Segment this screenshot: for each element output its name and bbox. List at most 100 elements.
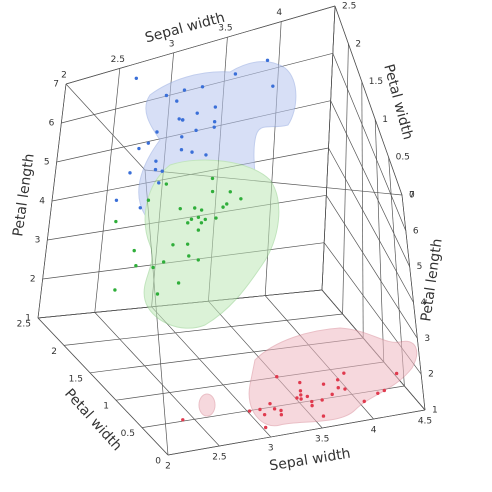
grid-line <box>401 194 426 411</box>
x-tick-label: 4 <box>371 426 377 436</box>
point <box>114 198 119 203</box>
point <box>185 242 190 246</box>
points-layer <box>113 58 399 430</box>
z-tick-label: 0.5 <box>121 429 135 439</box>
grid-line <box>361 81 364 339</box>
point <box>263 425 268 430</box>
point <box>330 392 334 397</box>
point <box>204 153 208 157</box>
point <box>268 401 272 406</box>
point <box>298 389 303 393</box>
x-tick-label: 2.5 <box>111 55 125 65</box>
grid-line <box>330 100 410 267</box>
point <box>336 386 340 390</box>
x-tick-label: 3.5 <box>218 24 232 34</box>
axis-title: Petal length <box>10 152 37 237</box>
point <box>305 394 310 399</box>
point <box>128 171 132 175</box>
point <box>320 398 324 402</box>
point <box>298 380 302 385</box>
y-tick-label: 3 <box>424 334 430 344</box>
grid-line <box>94 312 220 447</box>
point <box>153 167 158 172</box>
z-tick-label: 0.5 <box>396 153 410 163</box>
point <box>181 418 185 422</box>
point <box>203 217 207 222</box>
point <box>137 146 141 151</box>
y-tick-label: 6 <box>49 119 55 129</box>
x-tick-label: 2.5 <box>212 453 226 463</box>
grid-line <box>328 147 414 303</box>
z-tick-label: 1 <box>382 115 388 125</box>
point <box>310 403 314 408</box>
x-tick-label: 2 <box>165 462 171 472</box>
point <box>228 190 232 194</box>
point <box>247 409 252 413</box>
point <box>214 216 218 220</box>
x-tick-label: 4.5 <box>418 417 432 427</box>
point <box>195 111 199 115</box>
z-tick-label: 1.5 <box>369 77 383 87</box>
point <box>200 85 205 89</box>
y-tick-label: 5 <box>417 262 423 272</box>
point <box>154 159 158 163</box>
axis-title: Petal width <box>380 62 416 141</box>
grid-line <box>326 195 418 339</box>
point <box>279 412 284 417</box>
point <box>178 206 182 211</box>
point <box>171 243 175 247</box>
point <box>189 217 194 221</box>
point <box>190 150 194 154</box>
z-tick-label: 2 <box>51 347 57 357</box>
x-tick-label: 3 <box>169 39 175 49</box>
point <box>187 254 191 258</box>
point <box>160 169 164 173</box>
point <box>362 399 366 404</box>
z-tick-label: 1.5 <box>69 374 83 384</box>
point <box>213 105 218 109</box>
point <box>151 265 155 270</box>
grid-line <box>65 5 336 85</box>
point <box>113 288 117 292</box>
point <box>299 393 303 397</box>
y-tick-label: 4 <box>39 197 45 207</box>
x-tick-label: 2 <box>61 71 67 81</box>
axis-title: Sepal width <box>268 446 351 475</box>
point <box>239 197 243 201</box>
point <box>225 202 229 206</box>
axis-title: Petal width <box>61 386 125 454</box>
point <box>310 399 314 404</box>
point <box>258 407 262 412</box>
point <box>180 135 184 139</box>
surface-red-small <box>198 393 216 417</box>
surface-green <box>143 159 280 329</box>
point <box>155 292 160 296</box>
point <box>343 387 347 391</box>
grid-line <box>332 53 407 231</box>
grid-line <box>374 119 385 363</box>
y-tick-label: 1 <box>25 314 31 324</box>
point <box>376 391 380 395</box>
grid-line <box>334 5 403 196</box>
y-tick-label: 6 <box>413 226 419 236</box>
point <box>164 182 169 186</box>
point <box>210 189 215 194</box>
point <box>114 219 118 224</box>
z-tick-label: 0 <box>409 191 415 201</box>
x-tick-label: 3.5 <box>315 435 329 445</box>
surface-red <box>248 327 418 427</box>
point <box>157 181 161 185</box>
point <box>176 281 181 285</box>
point <box>233 72 238 76</box>
point <box>295 396 299 400</box>
y-tick-label: 7 <box>53 80 59 90</box>
point <box>175 99 179 103</box>
point <box>194 128 198 133</box>
point <box>146 141 151 145</box>
point <box>382 388 387 393</box>
grid-line <box>167 409 426 456</box>
x-tick-label: 4 <box>276 8 282 18</box>
y-tick-label: 4 <box>421 298 427 308</box>
box-edge <box>65 83 146 171</box>
